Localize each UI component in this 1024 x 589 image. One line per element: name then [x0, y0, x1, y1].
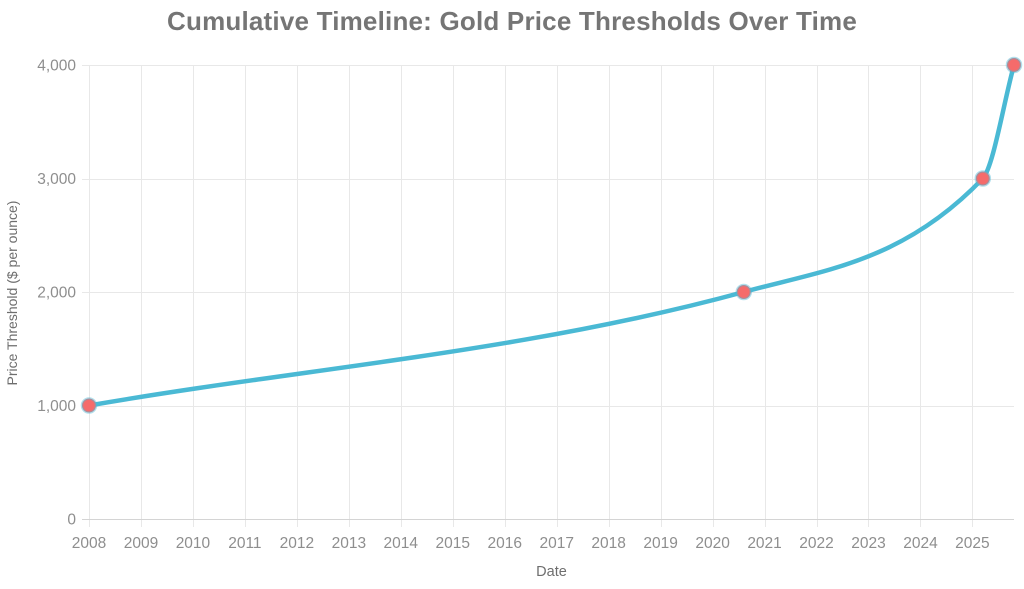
y-tick-label: 0	[67, 512, 76, 529]
x-tick-label: 2020	[695, 535, 730, 552]
x-tick-label: 2014	[384, 535, 419, 552]
y-axis-title: Price Threshold ($ per ounce)	[4, 200, 20, 386]
y-tick-label: 4,000	[37, 58, 76, 75]
x-tick-label: 2022	[799, 535, 833, 552]
x-tick-label: 2023	[851, 535, 885, 552]
x-tick-label: 2019	[643, 535, 677, 552]
data-point-marker[interactable]	[735, 283, 753, 301]
x-tick-label: 2021	[747, 535, 781, 552]
data-point-marker[interactable]	[80, 397, 98, 414]
data-point-marker[interactable]	[974, 170, 992, 187]
data-point-marker[interactable]	[1005, 56, 1023, 74]
y-tick-label: 3,000	[37, 171, 76, 188]
x-tick-label: 2010	[176, 535, 211, 552]
x-tick-label: 2008	[72, 535, 106, 552]
x-axis-title: Date	[536, 564, 567, 580]
series-line	[86, 62, 1017, 408]
x-tick-label: 2015	[436, 535, 470, 552]
x-tick-label: 2018	[591, 535, 625, 552]
x-tick-label: 2013	[332, 535, 366, 552]
x-tick-label: 2012	[280, 535, 314, 552]
chart-title: Cumulative Timeline: Gold Price Threshol…	[167, 6, 857, 36]
x-tick-label: 2016	[487, 535, 521, 552]
x-tick-label: 2009	[124, 535, 158, 552]
y-tick-label: 2,000	[37, 285, 76, 302]
x-tick-label: 2024	[903, 535, 938, 552]
x-tick-label: 2011	[228, 535, 261, 552]
x-tick-label: 2025	[955, 535, 989, 552]
x-tick-label: 2017	[539, 535, 573, 552]
y-tick-label: 1,000	[37, 398, 76, 415]
